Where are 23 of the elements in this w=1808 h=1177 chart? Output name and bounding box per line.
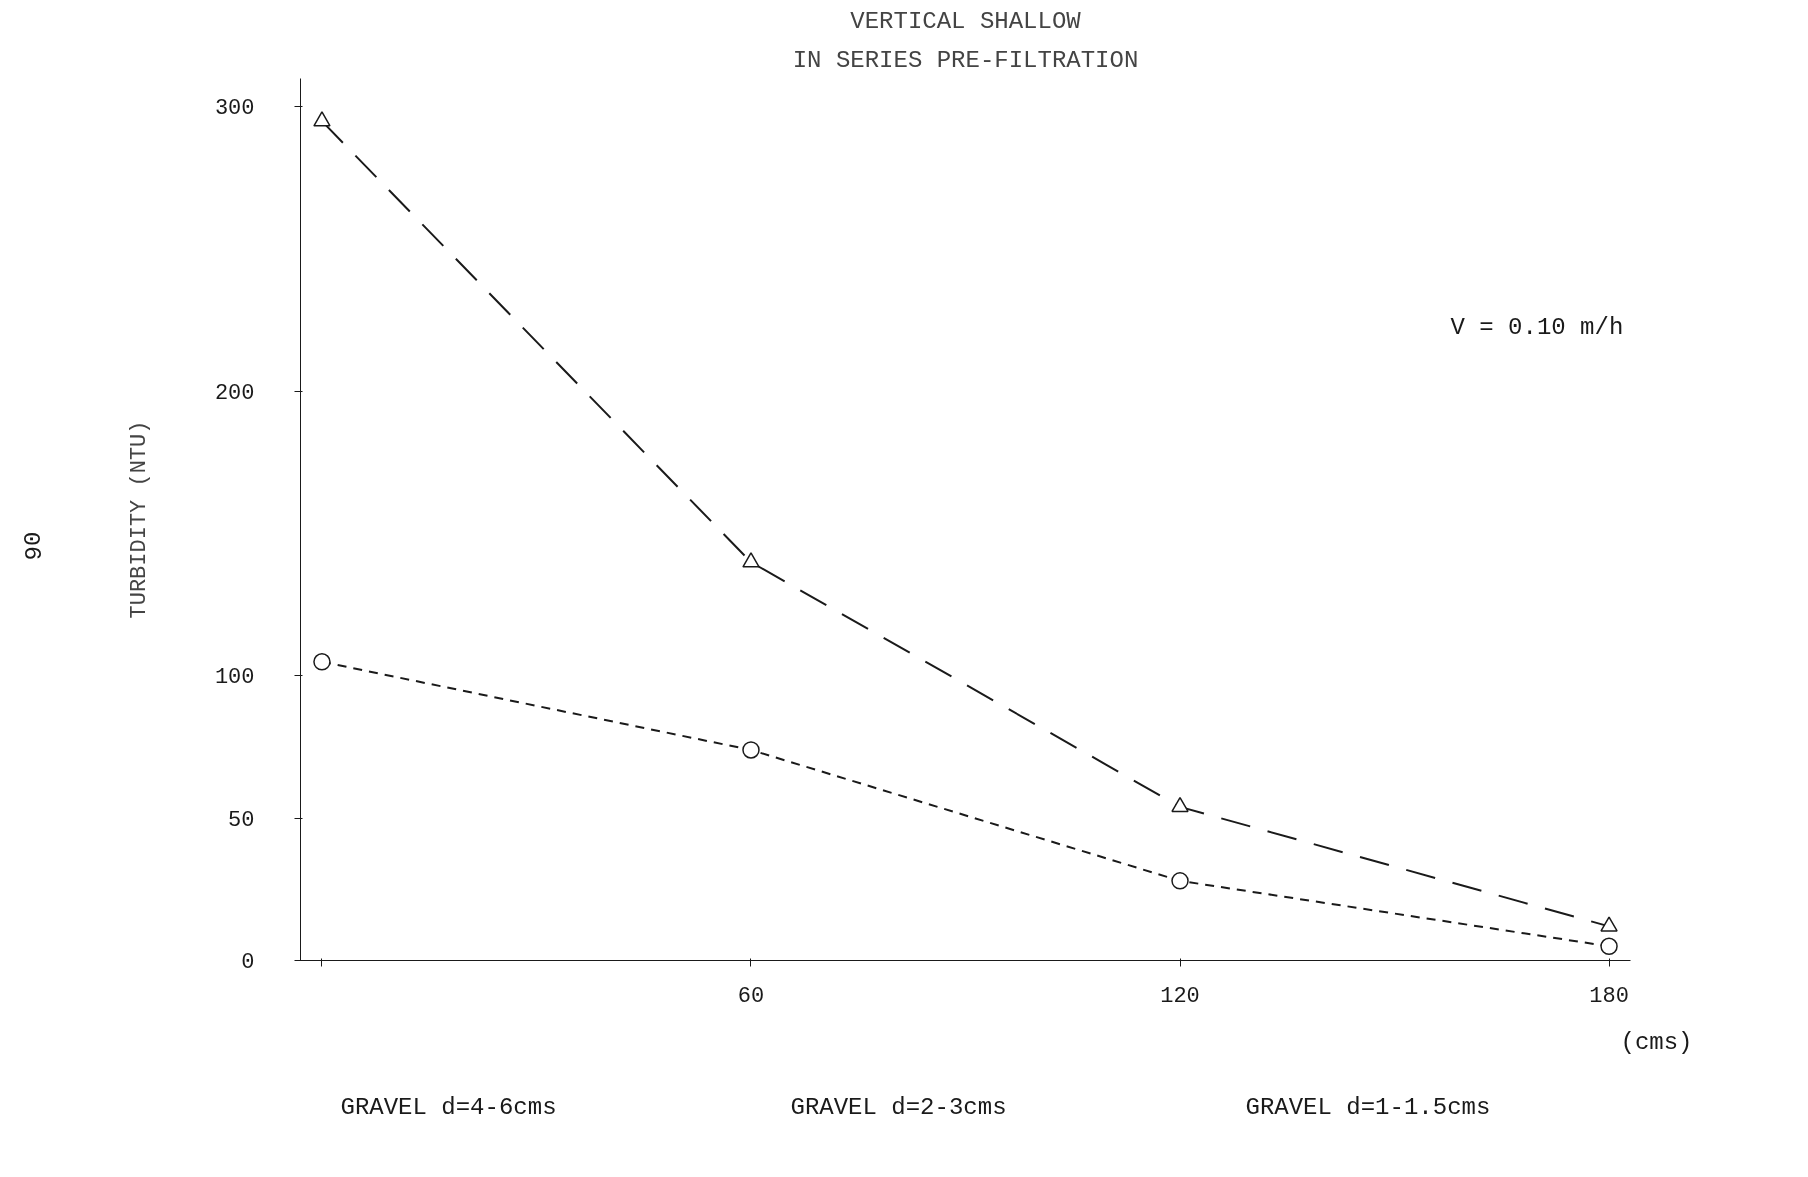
chart-subtitle: IN SERIES PRE-FILTRATION [792,46,1139,74]
y-tick-label: 0 [241,950,255,975]
chart-title: VERTICAL SHALLOW [850,7,1082,35]
text: GRAVEL d=1-1.5cms [1245,1093,1491,1121]
x-tick-label: 180 [1589,983,1629,1009]
y-tick-label: 50 [228,807,255,833]
point [313,111,331,127]
text: GRAVEL d=4-6cms [340,1093,557,1121]
point [313,653,331,671]
y-tick-label: 200 [214,380,255,406]
point [742,741,760,759]
y-axis-title: TURBIDITY (NTU) [126,420,152,619]
x-tick-label: 60 [737,983,765,1009]
text: (cms) [1620,1028,1693,1056]
point [1171,872,1189,890]
text: 90 [20,531,48,561]
y-tick-label: 100 [214,665,255,691]
y-tick-label: 300 [214,96,255,122]
text: GRAVEL d=2-3cms [790,1093,1007,1121]
point [742,552,760,568]
annotation: V = 0.10 m/h [1450,313,1624,341]
point [1600,937,1618,956]
x-tick-label: 120 [1160,983,1200,1009]
